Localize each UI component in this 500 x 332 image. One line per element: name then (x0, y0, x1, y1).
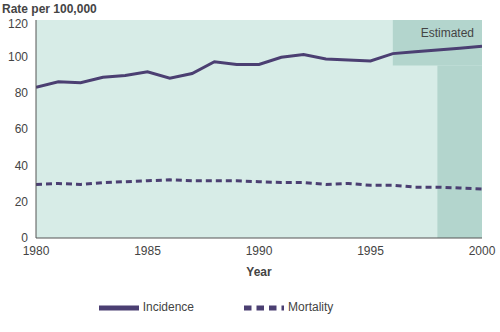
svg-text:80: 80 (15, 86, 29, 100)
html-text:Incidence: Incidence (142, 300, 194, 315)
html-text:Mortality: Mortality (288, 300, 334, 315)
svg-text:Year: Year (246, 265, 272, 279)
svg-text:2000: 2000 (469, 244, 492, 258)
svg-text:100: 100 (8, 50, 28, 64)
html-text:Rate per 100,000: Rate per 100,000 (2, 2, 97, 16)
svg-text:Estimated: Estimated (421, 26, 474, 40)
svg-text:20: 20 (15, 195, 29, 209)
svg-text:1995: 1995 (357, 244, 384, 258)
svg-text:1980: 1980 (23, 244, 50, 258)
svg-text:60: 60 (15, 122, 29, 136)
svg-text:1985: 1985 (134, 244, 161, 258)
svg-text:0: 0 (21, 231, 28, 245)
svg-text:120: 120 (8, 17, 28, 31)
svg-text:1990: 1990 (246, 244, 273, 258)
svg-text:40: 40 (15, 159, 29, 173)
